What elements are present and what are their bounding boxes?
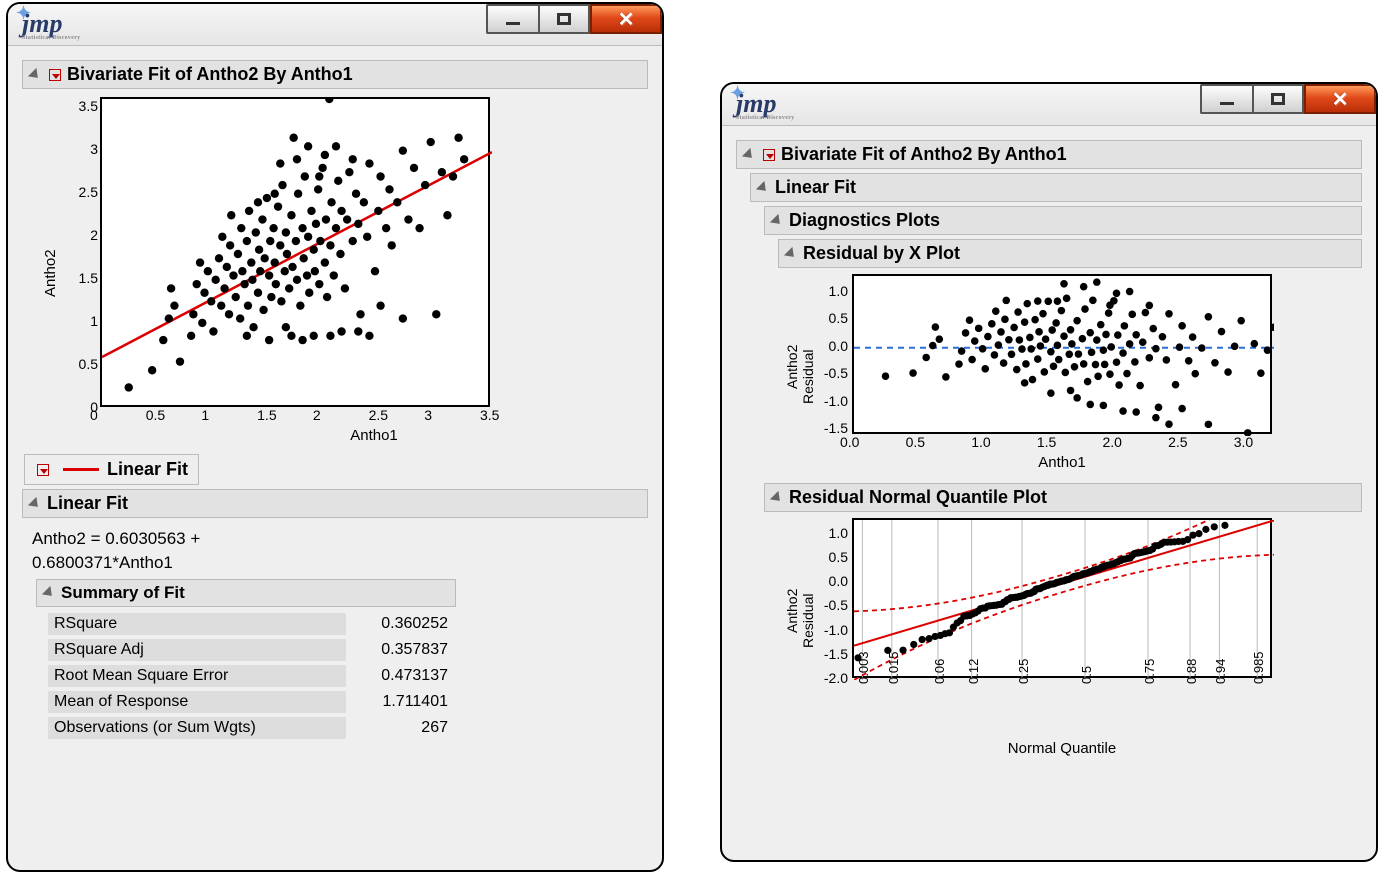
x-axis-label: Antho1 xyxy=(100,427,648,444)
y-axis-label-top: Antho2 xyxy=(784,345,800,389)
maximize-button[interactable] xyxy=(1252,84,1304,114)
x-axis-label: Normal Quantile xyxy=(852,740,1272,757)
logo-tagline: Statistical Discovery xyxy=(22,35,80,41)
residual-plot-container: Antho2 Residual -1.5-1.0-0.50.00.51.0 0.… xyxy=(796,274,1362,471)
linear-fit-header[interactable]: Linear Fit xyxy=(22,489,648,518)
bivariate-header[interactable]: Bivariate Fit of Antho2 By Antho1 xyxy=(736,140,1362,169)
y-axis-label-bot: Residual xyxy=(800,594,816,648)
minimize-button[interactable] xyxy=(1200,84,1252,114)
summary-title: Summary of Fit xyxy=(61,583,185,603)
equation-line1: Antho2 = 0.6030563 + xyxy=(32,526,648,552)
jmp-logo: ✦ jmp Statistical Discovery xyxy=(16,9,80,41)
jmp-window-right: ✦ jmp Statistical Discovery ✕ Bivariate … xyxy=(720,82,1378,862)
close-button[interactable]: ✕ xyxy=(1304,84,1376,114)
linear-fit-header[interactable]: Linear Fit xyxy=(750,173,1362,202)
jmp-window-left: ✦ jmp Statistical Discovery ✕ Bivariate … xyxy=(6,2,664,872)
disclosure-icon[interactable] xyxy=(42,586,56,600)
bivariate-title: Bivariate Fit of Antho2 By Antho1 xyxy=(781,144,1067,165)
summary-row: Root Mean Square Error0.473137 xyxy=(42,663,462,689)
window-content: Bivariate Fit of Antho2 By Antho1 Linear… xyxy=(722,126,1376,773)
bivariate-header[interactable]: Bivariate Fit of Antho2 By Antho1 xyxy=(22,60,648,89)
disclosure-icon[interactable] xyxy=(770,490,784,504)
scatter-plot-container: Antho2 00.511.522.533.5 00.511.522.533.5… xyxy=(52,97,648,444)
x-tick-labels: 0.0030.0150.060.120.250.50.750.880.940.9… xyxy=(852,678,1362,738)
x-tick-labels: 0.00.51.01.52.02.53.0 xyxy=(852,434,1362,452)
x-tick-labels: 00.511.522.533.5 xyxy=(100,407,648,425)
residual-plot[interactable] xyxy=(852,274,1272,434)
residual-by-x-header[interactable]: Residual by X Plot xyxy=(778,239,1362,268)
summary-header[interactable]: Summary of Fit xyxy=(36,579,456,607)
fit-legend[interactable]: Linear Fit xyxy=(24,454,199,485)
disclosure-icon[interactable] xyxy=(28,496,42,510)
close-button[interactable]: ✕ xyxy=(590,4,662,34)
hotspot-icon[interactable] xyxy=(37,464,49,476)
window-controls: ✕ xyxy=(486,4,662,45)
y-axis-label: Antho2 xyxy=(42,249,59,297)
summary-row: Mean of Response1.711401 xyxy=(42,689,462,715)
disclosure-icon[interactable] xyxy=(742,147,756,161)
bivariate-title: Bivariate Fit of Antho2 By Antho1 xyxy=(67,64,353,85)
window-controls: ✕ xyxy=(1200,84,1376,125)
residual-qq-title: Residual Normal Quantile Plot xyxy=(789,487,1047,508)
summary-row: RSquare0.360252 xyxy=(42,611,462,637)
window-content: Bivariate Fit of Antho2 By Antho1 Antho2… xyxy=(8,46,662,757)
equation-line2: 0.6800371*Antho1 xyxy=(32,550,648,576)
fit-line-swatch xyxy=(63,468,99,471)
qq-plot[interactable] xyxy=(852,518,1272,678)
diagnostics-header[interactable]: Diagnostics Plots xyxy=(764,206,1362,235)
y-axis-label-top: Antho2 xyxy=(784,589,800,633)
summary-of-fit-table: RSquare0.360252RSquare Adj0.357837Root M… xyxy=(42,611,462,741)
disclosure-icon[interactable] xyxy=(770,213,784,227)
y-axis-label-bot: Residual xyxy=(800,350,816,404)
disclosure-icon[interactable] xyxy=(28,67,42,81)
hotspot-icon[interactable] xyxy=(763,149,775,161)
linear-fit-title: Linear Fit xyxy=(47,493,128,514)
residual-qq-header[interactable]: Residual Normal Quantile Plot xyxy=(764,483,1362,512)
minimize-button[interactable] xyxy=(486,4,538,34)
diagnostics-title: Diagnostics Plots xyxy=(789,210,940,231)
disclosure-icon[interactable] xyxy=(784,246,798,260)
titlebar: ✦ jmp Statistical Discovery ✕ xyxy=(722,84,1376,126)
summary-row: Observations (or Sum Wgts)267 xyxy=(42,715,462,741)
scatter-plot[interactable] xyxy=(100,97,490,407)
linear-fit-title: Linear Fit xyxy=(775,177,856,198)
maximize-button[interactable] xyxy=(538,4,590,34)
summary-row: RSquare Adj0.357837 xyxy=(42,637,462,663)
disclosure-icon[interactable] xyxy=(756,180,770,194)
titlebar: ✦ jmp Statistical Discovery ✕ xyxy=(8,4,662,46)
x-axis-label: Antho1 xyxy=(852,454,1272,471)
logo-tagline: Statistical Discovery xyxy=(736,115,794,121)
hotspot-icon[interactable] xyxy=(49,69,61,81)
fit-legend-label: Linear Fit xyxy=(107,459,188,480)
jmp-logo: ✦ jmp Statistical Discovery xyxy=(730,89,794,121)
qq-plot-container: Antho2 Residual -2.0-1.5-1.0-0.50.00.51.… xyxy=(796,518,1362,757)
residual-by-x-title: Residual by X Plot xyxy=(803,243,960,264)
